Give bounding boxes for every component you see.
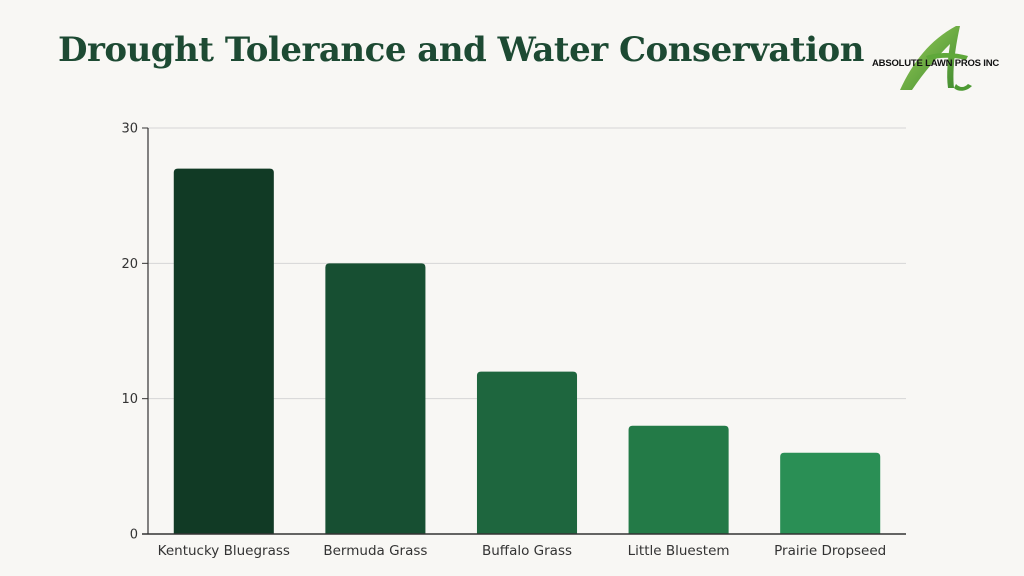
axes xyxy=(142,127,906,535)
bar-buffalo-grass xyxy=(476,371,578,534)
x-category-label: Buffalo Grass xyxy=(482,543,572,559)
page-title: Drought Tolerance and Water Conservation xyxy=(58,30,864,70)
logo-a-icon xyxy=(900,26,972,91)
labels: 0 10 20 30 Kentucky Bluegrass Bermuda Grass Bu… xyxy=(121,122,886,560)
y-tick-label: 30 xyxy=(121,122,138,137)
x-category-label: Prairie Dropseed xyxy=(774,543,886,559)
y-tick-label: 10 xyxy=(121,392,138,407)
bars xyxy=(173,168,881,534)
bar-bermuda-grass xyxy=(325,263,426,534)
x-category-label: Kentucky Bluegrass xyxy=(158,543,290,559)
bar-kentucky-bluegrass xyxy=(173,168,274,534)
x-category-label: Little Bluestem xyxy=(628,543,730,559)
logo-text: ABSOLUTE LAWN PROS INC xyxy=(872,58,1000,69)
y-tick-label: 20 xyxy=(121,257,138,272)
company-logo: ABSOLUTE LAWN PROS INC xyxy=(868,22,1004,94)
bar-prairie-dropseed xyxy=(780,452,881,534)
x-category-label: Bermuda Grass xyxy=(323,543,427,559)
bar-little-bluestem xyxy=(628,425,729,534)
y-tick-label: 0 xyxy=(130,528,138,543)
